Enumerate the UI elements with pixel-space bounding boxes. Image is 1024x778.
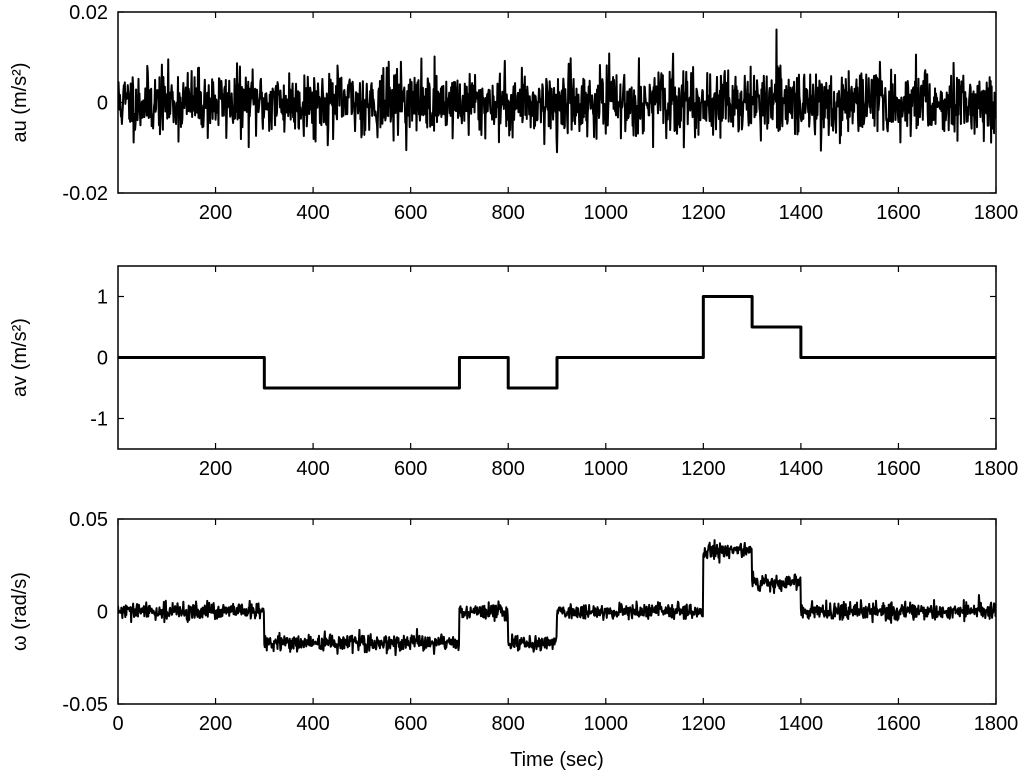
x-tick-label: 1600 [876, 458, 921, 480]
y-tick-label: -0.02 [62, 183, 108, 205]
x-tick-label: 600 [394, 458, 427, 480]
x-tick-label: 400 [296, 458, 329, 480]
panel-omega: 0 200 400 600 800 1000 1200 1400 1600 1800-0.0500… [9, 509, 1018, 771]
x-tick-label: 1200 [681, 458, 726, 480]
y-tick-label: 0 [97, 602, 108, 624]
y-tick-label: 0 [97, 93, 108, 115]
x-tick-label: 600 [394, 713, 427, 735]
x-tick-label: 1800 [974, 458, 1019, 480]
y-tick-label: 0.05 [69, 509, 108, 531]
x-tick-label: 200 [199, 202, 232, 224]
y-tick-label: 0 [97, 348, 108, 370]
x-tick-label: 1400 [779, 713, 824, 735]
x-tick-label: 0 [112, 713, 123, 735]
y-axis-label: av (m/s²) [9, 318, 31, 397]
panel-av: 200 400 600 800 1000 1200 1400 1600 1800 -1 0 1 av (… [9, 265, 1019, 480]
series-line [118, 539, 996, 657]
x-tick-label: 1000 [584, 458, 629, 480]
x-tick-label: 1200 [681, 202, 726, 224]
y-tick-label: -0.05 [62, 694, 108, 716]
series-line [118, 28, 996, 154]
x-axis-label: Time (sec) [510, 749, 604, 771]
x-tick-label: 800 [492, 202, 525, 224]
x-tick-label: 1600 [876, 202, 921, 224]
x-tick-label: 1400 [779, 202, 824, 224]
y-tick-label: 0.02 [69, 2, 108, 24]
y-tick-label: -1 [90, 409, 108, 431]
x-tick-label: 800 [492, 713, 525, 735]
x-tick-label: 1600 [876, 713, 921, 735]
x-tick-label: 200 [199, 713, 232, 735]
x-tick-label: 800 [492, 458, 525, 480]
x-tick-label: 400 [296, 713, 329, 735]
y-axis-label: au (m/s²) [9, 63, 31, 143]
x-tick-label: 1000 [584, 713, 629, 735]
series-line [118, 295, 996, 390]
x-tick-label: 600 [394, 202, 427, 224]
panel-au: 200 400 600 800 1000 1200 1400 1600 1800 -0.02 0 0.… [9, 2, 1018, 224]
x-tick-label: 1000 [584, 202, 629, 224]
y-tick-label: 1 [97, 287, 108, 309]
x-tick-label: 200 [199, 458, 232, 480]
x-tick-label: 1400 [779, 458, 824, 480]
x-tick-label: 1800 [974, 713, 1019, 735]
x-tick-label: 1200 [681, 713, 726, 735]
x-tick-label: 1800 [974, 202, 1019, 224]
x-tick-label: 400 [296, 202, 329, 224]
y-axis-label: ω (rad/s) [9, 572, 31, 651]
